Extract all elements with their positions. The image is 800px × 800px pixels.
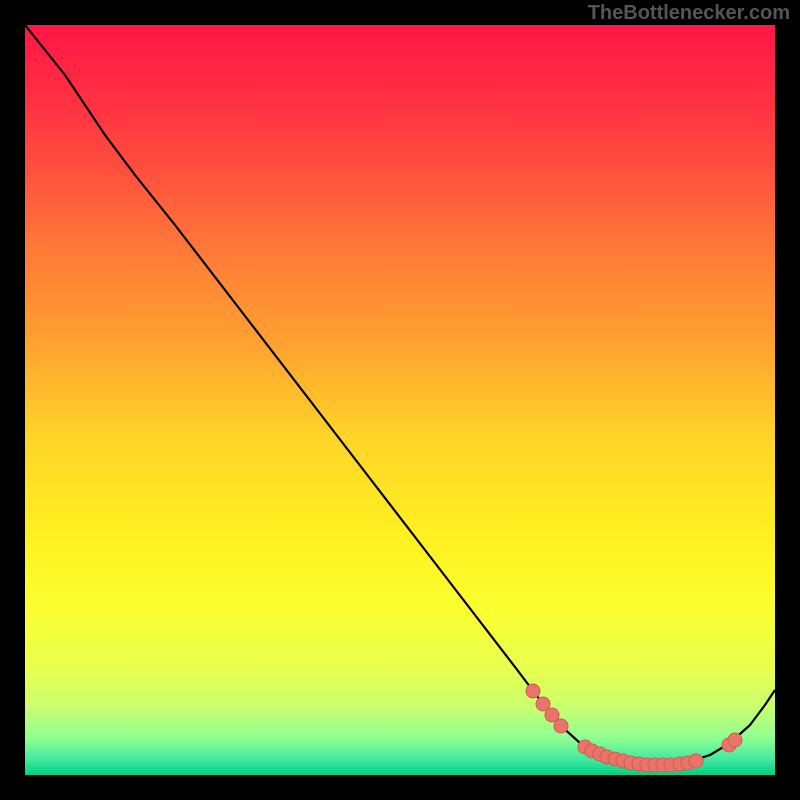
watermark-text: TheBottlenecker.com <box>588 2 790 25</box>
chart-background <box>25 25 775 775</box>
data-marker <box>728 733 742 747</box>
data-marker <box>554 719 568 733</box>
chart-svg <box>25 25 775 775</box>
plot-area <box>25 25 775 775</box>
data-marker <box>689 754 703 768</box>
chart-container: TheBottlenecker.com <box>0 0 800 800</box>
data-marker <box>526 684 540 698</box>
